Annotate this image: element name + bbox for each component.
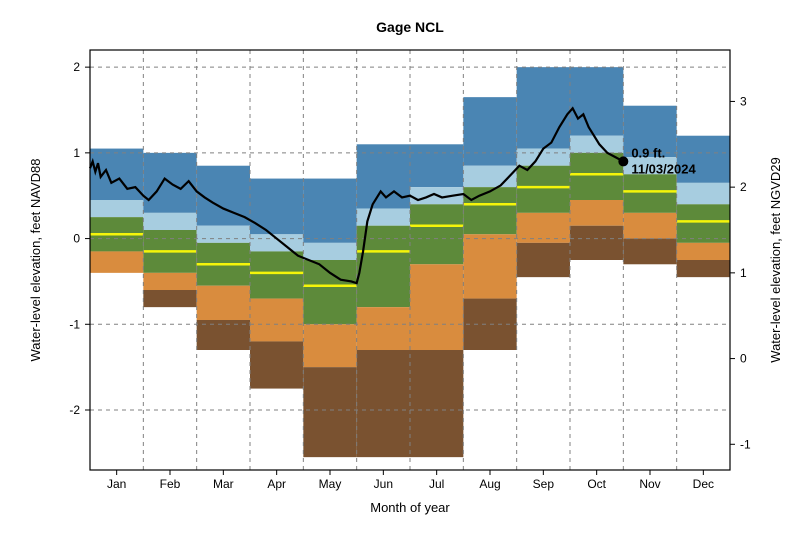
y-axis-right-label: Water-level elevation, feet NGVD29: [768, 157, 783, 362]
band: [143, 251, 196, 272]
current-reading-marker: [618, 156, 628, 166]
xtick-label: Feb: [160, 477, 181, 491]
band: [143, 273, 196, 290]
band: [570, 67, 623, 136]
band: [303, 324, 356, 367]
band: [90, 251, 143, 272]
band: [250, 341, 303, 388]
band: [90, 149, 143, 200]
band: [570, 226, 623, 260]
xtick-label: Jul: [429, 477, 444, 491]
band: [677, 260, 730, 277]
band: [623, 191, 676, 212]
ytick-right-label: 0: [740, 352, 747, 366]
ytick-left-label: 2: [73, 60, 80, 74]
xtick-label: Dec: [693, 477, 714, 491]
ytick-left-label: 0: [73, 232, 80, 246]
band: [410, 204, 463, 225]
band: [250, 234, 303, 251]
band: [570, 200, 623, 226]
band: [677, 204, 730, 221]
band: [517, 67, 570, 148]
band: [357, 307, 410, 350]
ytick-right-label: 1: [740, 266, 747, 280]
band: [517, 243, 570, 277]
ytick-left-label: 1: [73, 146, 80, 160]
band: [90, 234, 143, 251]
xtick-label: Jun: [374, 477, 393, 491]
xtick-label: May: [319, 477, 342, 491]
ytick-right-label: 2: [740, 180, 747, 194]
annotation-date: 11/03/2024: [631, 161, 696, 176]
band: [357, 251, 410, 307]
x-axis-label: Month of year: [370, 500, 450, 515]
band: [303, 179, 356, 243]
band: [357, 144, 410, 208]
band: [410, 144, 463, 187]
ytick-right-label: -1: [740, 437, 751, 451]
band: [463, 97, 516, 166]
band: [250, 273, 303, 299]
band: [90, 200, 143, 217]
duration-hydrograph-chart: 0.9 ft.11/03/2024 -2 -1 0 1 2 -1 0 1 2 3 Jan Feb Mar A…: [0, 0, 800, 533]
band: [197, 243, 250, 264]
band: [517, 187, 570, 213]
band: [197, 264, 250, 285]
band: [623, 239, 676, 265]
xtick-label: Sep: [533, 477, 555, 491]
xtick-label: Nov: [639, 477, 660, 491]
band: [517, 149, 570, 166]
band: [623, 213, 676, 239]
band: [623, 174, 676, 191]
xtick-label: Mar: [213, 477, 234, 491]
band: [303, 243, 356, 260]
band: [197, 226, 250, 243]
band: [677, 183, 730, 204]
band: [463, 204, 516, 234]
band: [357, 350, 410, 457]
band: [197, 286, 250, 320]
band: [303, 367, 356, 457]
ytick-right-label: 3: [740, 94, 747, 108]
xtick-label: Apr: [267, 477, 286, 491]
band: [357, 209, 410, 226]
band: [463, 234, 516, 298]
band: [677, 221, 730, 242]
xtick-label: Aug: [479, 477, 500, 491]
ytick-left-label: -2: [69, 403, 80, 417]
band: [250, 299, 303, 342]
band: [463, 187, 516, 204]
band: [677, 243, 730, 260]
xtick-label: Jan: [107, 477, 126, 491]
band: [410, 264, 463, 350]
band: [303, 286, 356, 325]
band: [90, 217, 143, 234]
y-axis-left-label: Water-level elevation, feet NAVD88: [28, 158, 43, 361]
band: [143, 213, 196, 230]
band: [570, 174, 623, 200]
annotation-value: 0.9 ft.: [631, 145, 665, 160]
band: [143, 230, 196, 251]
band: [410, 350, 463, 457]
chart-title: Gage NCL: [376, 19, 444, 35]
band: [143, 290, 196, 307]
xtick-label: Oct: [587, 477, 606, 491]
ytick-left-label: -1: [69, 317, 80, 331]
band: [410, 226, 463, 265]
